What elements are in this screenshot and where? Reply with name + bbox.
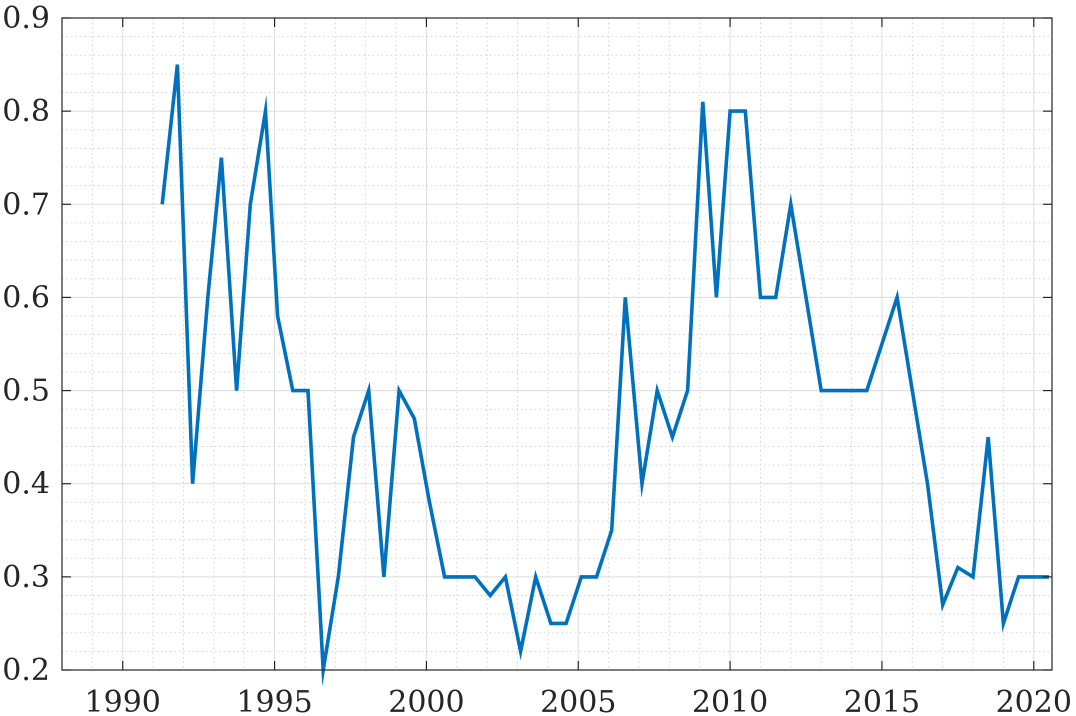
x-tick-label: 1995 [236, 685, 312, 716]
x-tick-label: 2015 [844, 685, 920, 716]
major-grid [62, 17, 1052, 671]
series-layer [160, 64, 1049, 687]
y-tick-label: 0.5 [2, 374, 50, 409]
y-tick-label: 0.8 [2, 94, 50, 129]
x-axis-tick-labels: 1990 1995 2000 2005 2010 2015 2020 [85, 685, 1072, 716]
y-tick-label: 0.9 [2, 1, 50, 36]
y-axis-tick-labels: 0.2 0.3 0.4 0.5 0.6 0.7 0.8 0.9 [2, 1, 50, 688]
minor-grid [61, 18, 1052, 670]
x-tick-label: 2005 [540, 685, 616, 716]
y-tick-label: 0.2 [2, 653, 50, 688]
x-tick-label: 2020 [996, 685, 1072, 716]
series-line [160, 64, 1049, 687]
y-tick-label: 0.7 [2, 187, 50, 222]
x-tick-label: 2000 [388, 685, 464, 716]
x-tick-label: 2010 [692, 685, 768, 716]
tick-marks [62, 17, 1052, 671]
y-tick-label: 0.3 [2, 560, 50, 595]
y-tick-label: 0.4 [2, 467, 50, 502]
y-tick-label: 0.6 [2, 280, 50, 315]
x-tick-label: 1990 [85, 685, 161, 716]
plot-frame [61, 17, 1053, 671]
